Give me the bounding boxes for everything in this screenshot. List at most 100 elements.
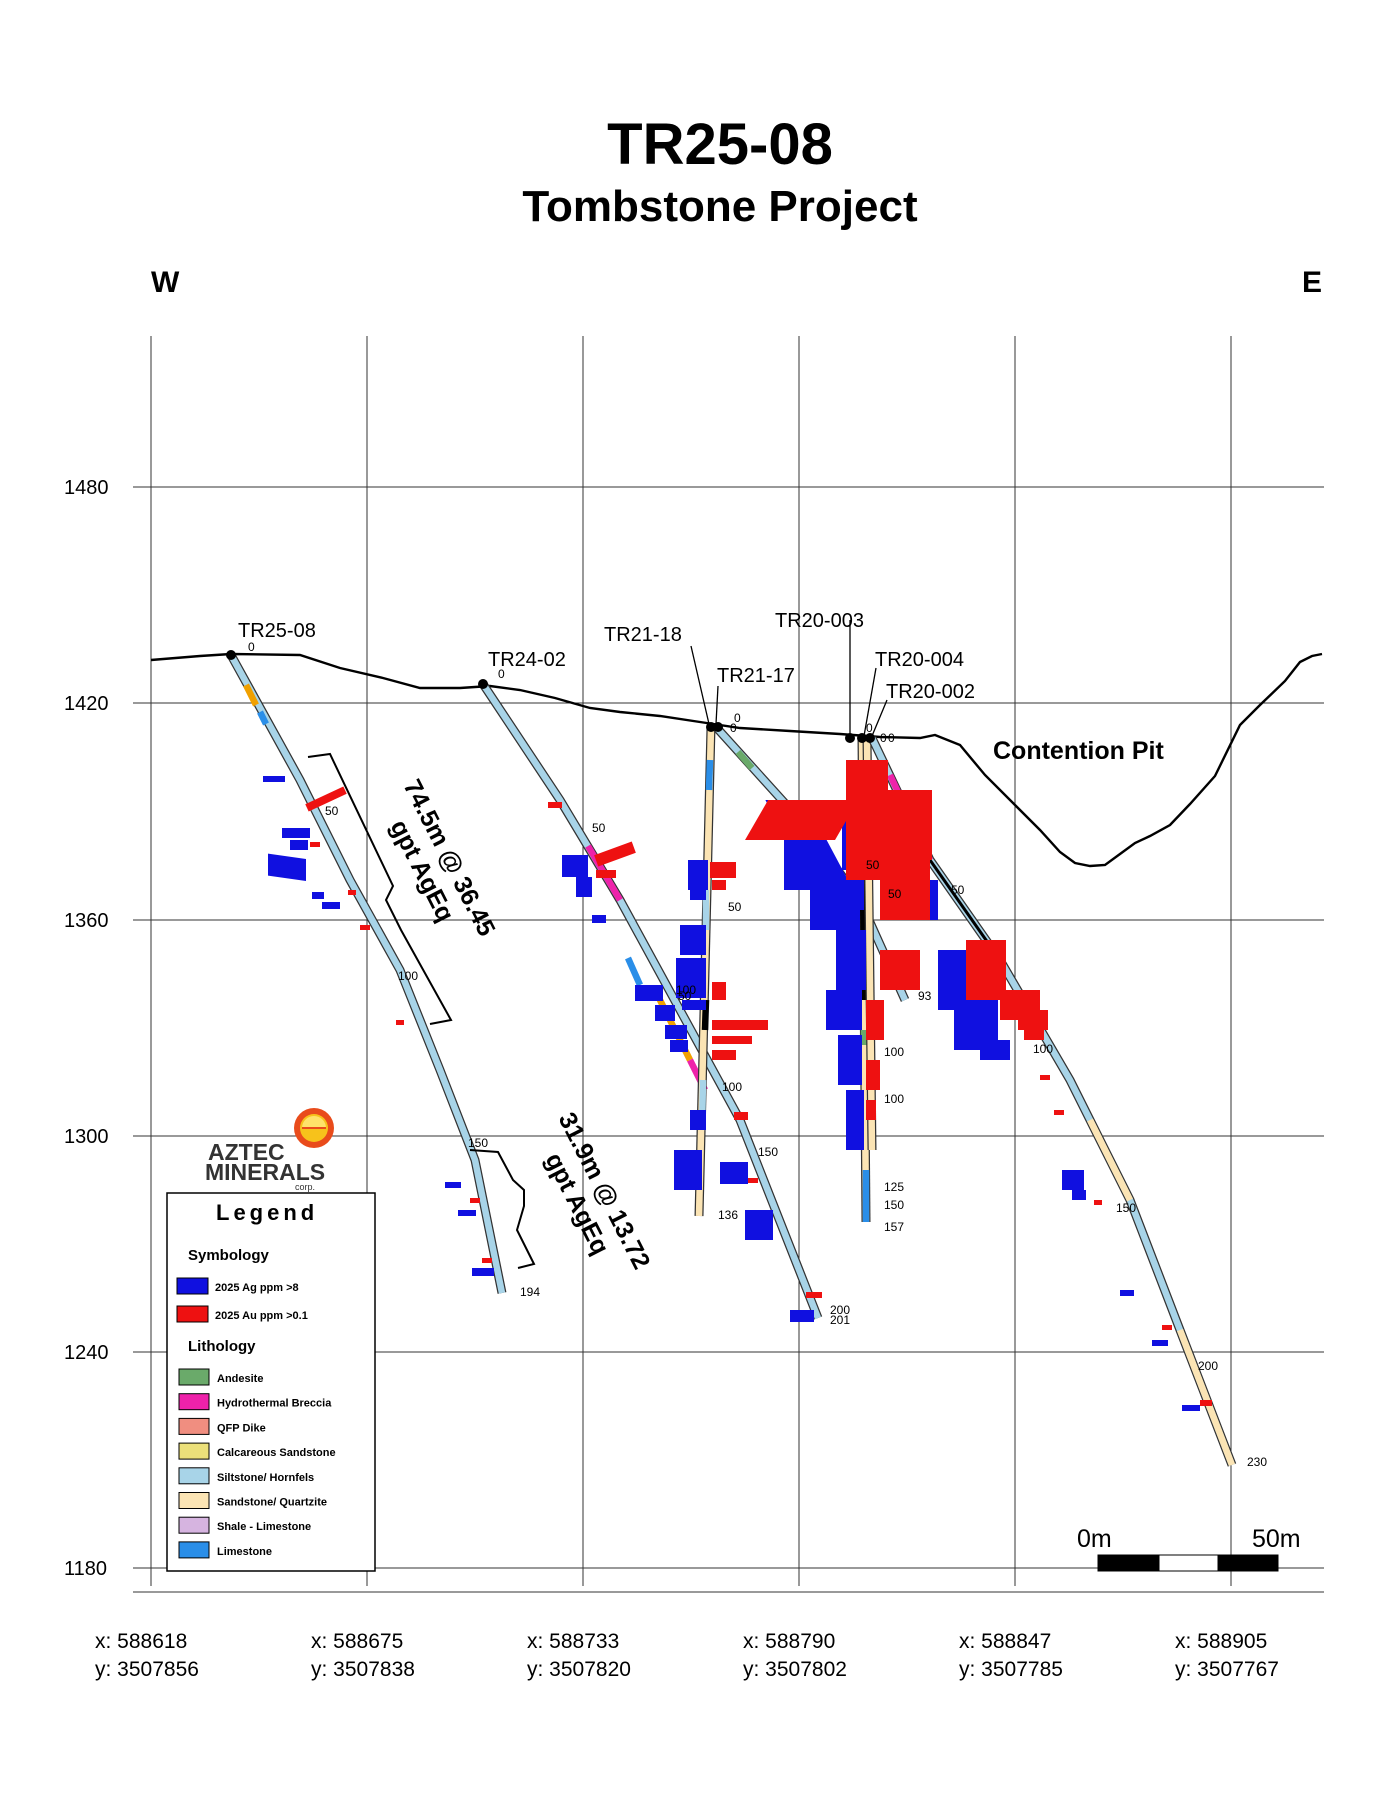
depth-label: 93 xyxy=(918,989,932,1003)
scale-bar-right-label: 50m xyxy=(1252,1525,1301,1553)
coord-x: x: 588675 xyxy=(311,1630,403,1653)
depth-label: 194 xyxy=(520,1285,540,1299)
hole-labels: TR25-08 TR24-02 TR21-18 TR21-17 TR20-003… xyxy=(238,610,975,703)
hole-label-tr21-17: TR21-17 xyxy=(717,665,795,687)
depth-label: 50 xyxy=(951,883,965,897)
logo-line2: MINERALS xyxy=(205,1159,325,1185)
depth-label: 50 xyxy=(325,804,339,818)
depth-label: 150 xyxy=(1116,1201,1136,1215)
coord-y: y: 3507802 xyxy=(743,1658,847,1681)
depth-label: 50 xyxy=(592,821,606,835)
coord-x: x: 588847 xyxy=(959,1630,1051,1653)
legend-swatch xyxy=(176,1305,209,1323)
leader-lines xyxy=(690,620,888,737)
depth-label: 50 xyxy=(888,887,902,901)
depth-label: 200 xyxy=(1198,1359,1218,1373)
pit-label: Contention Pit xyxy=(993,737,1164,765)
coord-y: y: 3507767 xyxy=(1175,1658,1279,1681)
depth-label: 0 xyxy=(880,731,887,745)
west-label: W xyxy=(151,266,180,299)
legend-item: Siltstone/ Hornfels xyxy=(217,1472,314,1484)
depth-label: 100 xyxy=(722,1080,742,1094)
coord-x: x: 588733 xyxy=(527,1630,619,1653)
legend-item: QFP Dike xyxy=(217,1422,266,1434)
aztec-logo: AZTEC MINERALS corp. xyxy=(205,1108,334,1192)
depth-label: 100 xyxy=(676,983,696,997)
coord-x: x: 588790 xyxy=(743,1630,835,1653)
depth-label: 0 xyxy=(888,731,895,745)
depth-label: 50 xyxy=(728,900,742,914)
depth-label: 200 xyxy=(830,1303,850,1317)
hole-label-tr24-02: TR24-02 xyxy=(488,649,566,671)
coord-x: x: 588905 xyxy=(1175,1630,1267,1653)
legend-swatch xyxy=(176,1277,209,1295)
depth-label: 50 xyxy=(678,989,692,1003)
topography-line xyxy=(150,652,1323,868)
legend-swatch xyxy=(178,1541,210,1559)
depth-label: 0 xyxy=(866,721,873,735)
depth-label: 0 xyxy=(498,667,505,681)
depth-label: 0 xyxy=(248,640,255,654)
legend-item: Hydrothermal Breccia xyxy=(217,1398,332,1410)
depth-labels: 0 50 100 150 194 0 50 100 150 200 201 0 … xyxy=(248,640,1267,1469)
elevation-label: 1180 xyxy=(64,1558,107,1580)
legend-item: Andesite xyxy=(217,1373,263,1385)
depth-label: 0 xyxy=(734,711,741,725)
hole-label-tr20-002: TR20-002 xyxy=(886,681,975,703)
depth-label: 0 xyxy=(730,721,737,735)
logo-line1: AZTEC xyxy=(208,1139,285,1165)
page-title: TR25-08 xyxy=(607,112,833,177)
hole-label-tr25-08: TR25-08 xyxy=(238,620,316,642)
coord-y: y: 3507856 xyxy=(95,1658,199,1681)
legend-item: 2025 Au ppm >0.1 xyxy=(215,1310,308,1322)
legend-swatch xyxy=(178,1368,210,1386)
legend-symbology-heading: Symbology xyxy=(188,1247,270,1264)
hole-label-tr21-18: TR21-18 xyxy=(604,624,682,646)
coord-y: y: 3507820 xyxy=(527,1658,631,1681)
depth-label: 230 xyxy=(1247,1455,1267,1469)
depth-label: 100 xyxy=(884,1092,904,1106)
coordinate-labels: x: 588618 y: 3507856 x: 588675 y: 350783… xyxy=(95,1630,1279,1681)
depth-label: 100 xyxy=(1033,1042,1053,1056)
hole-label-tr20-003: TR20-003 xyxy=(775,610,864,632)
scale-bar: 0m 50m xyxy=(1077,1525,1301,1572)
elevation-label: 1360 xyxy=(64,910,109,932)
legend-swatch xyxy=(178,1442,210,1460)
legend: Legend Symbology 2025 Ag ppm >8 2025 Au … xyxy=(166,1192,376,1572)
legend-lithology-heading: Lithology xyxy=(188,1338,256,1355)
logo-line3: corp. xyxy=(295,1182,315,1192)
depth-label: 157 xyxy=(884,1220,904,1234)
depth-label: 100 xyxy=(398,969,418,983)
page-subtitle: Tombstone Project xyxy=(522,182,918,231)
scale-bar-left-label: 0m xyxy=(1077,1525,1112,1553)
depth-label: 150 xyxy=(758,1145,778,1159)
legend-swatch xyxy=(178,1393,210,1411)
hole-label-tr20-004: TR20-004 xyxy=(875,649,964,671)
depth-label: 100 xyxy=(884,1045,904,1059)
legend-title: Legend xyxy=(216,1200,318,1225)
legend-item: Limestone xyxy=(217,1546,272,1558)
depth-label: 150 xyxy=(468,1136,488,1150)
legend-item: Shale - Limestone xyxy=(217,1521,311,1533)
legend-lithology-list: Andesite Hydrothermal Breccia QFP Dike Calc… xyxy=(178,1368,336,1559)
legend-swatch xyxy=(178,1467,210,1485)
coord-x: x: 588618 xyxy=(95,1630,187,1653)
legend-swatch xyxy=(178,1417,210,1435)
depth-label: 125 xyxy=(884,1180,904,1194)
depth-label: 201 xyxy=(830,1313,850,1327)
legend-swatch xyxy=(178,1492,210,1509)
au-assay-bars xyxy=(305,760,1212,1406)
depth-label: 136 xyxy=(718,1208,738,1222)
hole-trace-tr25-08 xyxy=(227,652,507,1294)
elevation-label: 1480 xyxy=(64,477,109,499)
coord-y: y: 3507838 xyxy=(311,1658,415,1681)
elevation-label: 1420 xyxy=(64,693,109,715)
depth-label: 50 xyxy=(866,858,880,872)
depth-label: 150 xyxy=(884,1198,904,1212)
east-label: E xyxy=(1302,266,1323,299)
coord-y: y: 3507785 xyxy=(959,1658,1063,1681)
legend-item: Sandstone/ Quartzite xyxy=(217,1497,327,1509)
elevation-label: 1240 xyxy=(64,1342,109,1364)
legend-swatch xyxy=(178,1516,210,1534)
